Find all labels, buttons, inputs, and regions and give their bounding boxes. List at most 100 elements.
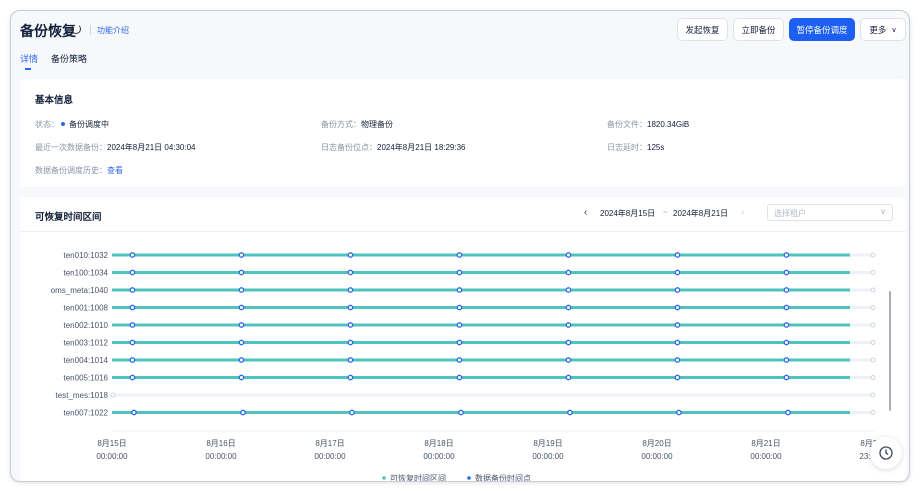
refresh-icon[interactable]: [71, 24, 81, 34]
backup-point: [129, 287, 136, 293]
range-end: 2024年8月21日: [673, 209, 729, 218]
more-button[interactable]: 更多 ∨: [860, 18, 906, 41]
intro-link[interactable]: 功能介绍: [97, 26, 129, 35]
backup-point: [347, 322, 354, 328]
recovery-timeline-chart: ten010:1032 ten100:1034 oms_meta:1040 ten00…: [51, 251, 891, 482]
clock-icon: [879, 446, 893, 460]
x-tick-label: 00:00:00: [750, 452, 782, 461]
backup-point: [129, 339, 136, 346]
backup-point: [347, 304, 354, 311]
tenant-label: ten007:1022: [64, 409, 109, 418]
last-backup-field: 最近一次数据备份：2024年8月21日 04:30:04: [35, 143, 196, 152]
backup-now-button[interactable]: 立即备份: [733, 18, 784, 41]
tenant-label: ten002:1010: [64, 321, 109, 330]
backup-point: [674, 269, 681, 276]
x-tick-label: 8月20日: [642, 439, 671, 448]
backup-point: [565, 304, 572, 311]
view-history-link[interactable]: 查看: [107, 166, 123, 175]
backup-point: [240, 409, 246, 416]
tab-backup-policy[interactable]: 备份策略: [51, 54, 88, 64]
backup-point: [456, 339, 463, 346]
next-range-button[interactable]: ›: [741, 207, 745, 218]
range-end-marker: [870, 340, 876, 345]
backup-point: [129, 252, 136, 258]
backup-point: [676, 409, 682, 416]
backup-point: [783, 357, 790, 363]
backup-point: [456, 322, 463, 328]
pause-backup-button[interactable]: 暂停备份调度: [789, 18, 855, 41]
backup-point: [129, 269, 136, 276]
backup-point: [565, 374, 572, 381]
empty-marker: [110, 392, 116, 398]
backup-point: [565, 322, 572, 328]
log-delay-field: 日志延时：125s: [607, 143, 665, 152]
backup-point: [347, 339, 354, 346]
tenant-label: ten100:1034: [64, 269, 109, 278]
backup-point: [456, 269, 463, 276]
backup-point: [783, 322, 790, 328]
backup-point: [238, 269, 245, 276]
backup-point: [565, 269, 572, 276]
backup-point: [347, 269, 354, 276]
history-field: 数据备份调度历史：查看: [35, 166, 123, 175]
x-tick-label: 00:00:00: [641, 452, 673, 461]
backup-point: [674, 374, 681, 381]
range-end-marker: [870, 322, 876, 328]
x-tick-label: 8月19日: [533, 439, 562, 448]
x-tick-label: 00:00:00: [96, 452, 128, 461]
x-tick-label: 00:00:00: [314, 452, 346, 461]
backup-point: [456, 252, 463, 258]
backup-point: [131, 409, 137, 416]
backup-point: [783, 339, 790, 346]
range-separator: ~: [663, 208, 668, 217]
divider: [20, 231, 906, 232]
status-dot-icon: [61, 122, 65, 127]
basic-info-title: 基本信息: [35, 95, 74, 106]
tenant-label: oms_meta:1040: [51, 286, 109, 295]
backup-point: [347, 374, 354, 381]
backup-point: [456, 374, 463, 381]
start-restore-button[interactable]: 发起恢复: [677, 18, 728, 41]
backup-point: [785, 409, 791, 416]
backup-point: [674, 287, 681, 293]
backup-restore-window: 备份恢复 功能介绍 发起恢复 立即备份 暂停备份调度 更多 ∨ 详情 备份策略 基…: [10, 10, 910, 482]
backup-point: [129, 357, 136, 363]
range-end-marker: [870, 270, 876, 275]
tab-details[interactable]: 详情: [20, 54, 39, 64]
backup-point: [238, 322, 245, 328]
tenant-select[interactable]: 选择租户 ∨: [767, 204, 893, 221]
tenant-label: ten010:1032: [64, 251, 109, 260]
history-float-button[interactable]: [870, 437, 902, 469]
x-tick-label: 8月15日: [97, 439, 126, 448]
tab-indicator: [25, 68, 31, 70]
x-tick-label: 8月17日: [315, 439, 344, 448]
page-title: 备份恢复: [20, 23, 76, 39]
backup-point: [783, 269, 790, 276]
scrollbar[interactable]: [889, 291, 891, 411]
range-end-marker: [870, 357, 876, 363]
backup-point: [456, 357, 463, 363]
backup-point: [674, 357, 681, 363]
range-end-marker: [870, 375, 876, 380]
prev-range-button[interactable]: ‹: [584, 207, 588, 218]
backup-point: [129, 322, 136, 328]
tenant-label: ten005:1016: [64, 374, 109, 383]
backup-point: [456, 304, 463, 311]
legend-point-icon: [467, 476, 471, 480]
x-tick-label: 8月18日: [424, 439, 453, 448]
backup-point: [238, 339, 245, 346]
x-tick-label: 8月21日: [751, 439, 780, 448]
backup-point: [565, 287, 572, 293]
tenant-label: test_mes:1018: [56, 391, 109, 400]
backup-point: [674, 304, 681, 311]
recovery-title: 可恢复时间区间: [35, 212, 102, 223]
range-end-marker: [870, 392, 876, 398]
status-field: 状态： 备份调度中: [35, 120, 109, 129]
chevron-down-icon: ∨: [880, 207, 886, 216]
backup-point: [238, 252, 245, 258]
range-end-marker: [870, 252, 876, 258]
legend-range: 可恢复时间区间: [390, 473, 446, 482]
range-end-marker: [870, 410, 876, 415]
range-start: 2024年8月15日: [600, 209, 656, 218]
legend-point: 数据备份时间点: [475, 473, 531, 482]
